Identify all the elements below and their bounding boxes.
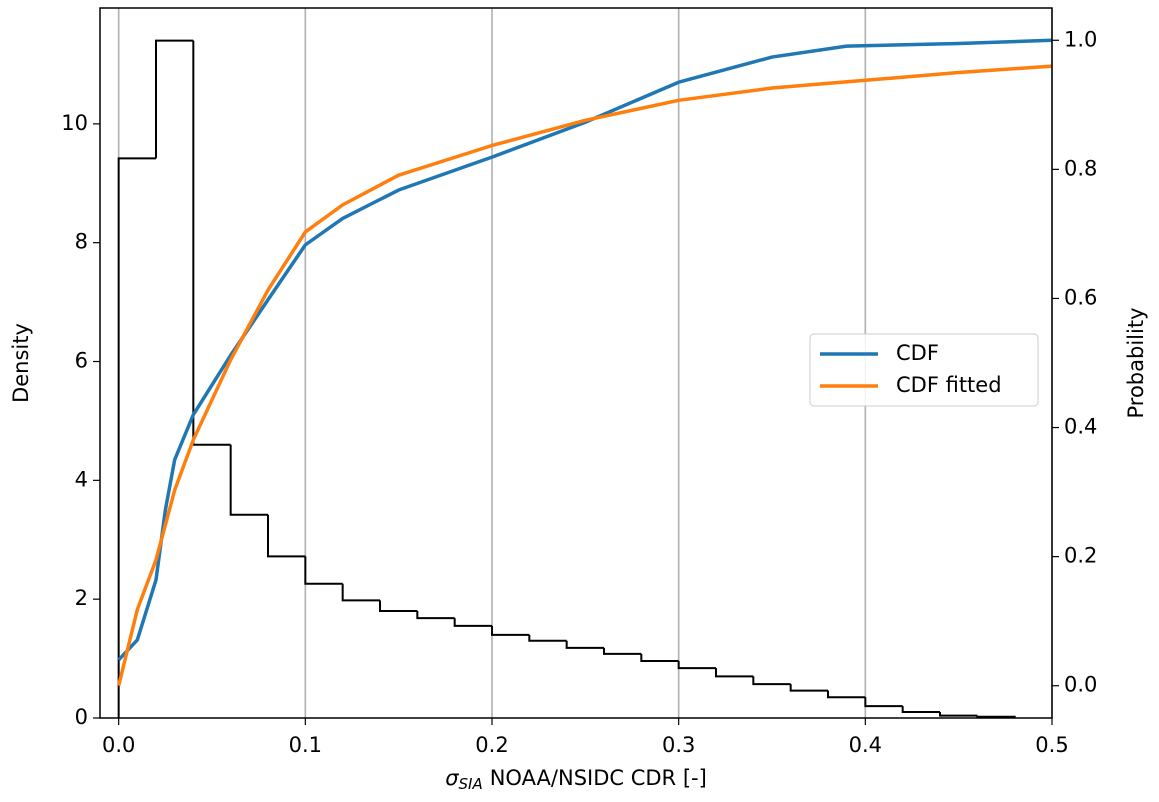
histogram-bin (603, 647, 642, 655)
x-tick-label: 0.5 (1035, 733, 1068, 757)
histogram-bin (491, 625, 530, 636)
y-tick-label: 6 (75, 349, 88, 373)
x-label-symbol: σ (445, 766, 459, 790)
histogram-bin (155, 39, 194, 159)
histogram-bin (453, 618, 492, 627)
histogram-bin (677, 660, 716, 670)
x-label-subscript: SIA (459, 775, 483, 793)
x-tick-label: 0.2 (475, 733, 508, 757)
x-tick-label: 0.1 (289, 733, 322, 757)
y-tick-label: 10 (61, 111, 88, 135)
histogram-bin (341, 583, 380, 602)
x-tick-label: 0.4 (849, 733, 882, 757)
y-tick-label: 8 (75, 230, 88, 254)
y-tick-label: 0 (75, 705, 88, 729)
y2-tick-label: 0.6 (1064, 285, 1097, 309)
histogram-bin (267, 514, 306, 558)
y2-tick-label: 0.8 (1064, 156, 1097, 180)
histogram-bin (640, 653, 679, 662)
legend-box (809, 333, 1039, 407)
histogram-bin (304, 556, 343, 585)
x-tick-label: 0.3 (662, 733, 695, 757)
histogram-bin (827, 690, 866, 699)
y-axis-label: Density (9, 323, 33, 403)
y2-tick-label: 0.4 (1064, 415, 1097, 439)
histogram-bin (789, 684, 828, 692)
plot-frame (99, 7, 1053, 719)
x-axis-label: σSIA NOAA/NSIDC CDR [-] (445, 766, 707, 793)
x-label-text: NOAA/NSIDC CDR [-] (490, 766, 707, 790)
cdf-line (116, 64, 1053, 687)
histogram-bin (229, 444, 268, 516)
histogram-bin (528, 634, 567, 642)
histogram-bin (715, 668, 754, 678)
histogram-bin (864, 697, 903, 708)
histogram-bin (379, 600, 418, 613)
y-tick-label: 2 (75, 586, 88, 610)
cdf-line (117, 38, 1053, 662)
histogram-bin (416, 611, 455, 620)
y2-tick-label: 0.0 (1064, 673, 1097, 697)
y2-tick-label: 0.2 (1064, 544, 1097, 568)
histogram-bin (901, 706, 940, 714)
histogram-bin (117, 157, 156, 718)
legend-label: CDF (896, 341, 939, 365)
legend-label: CDF fitted (896, 373, 1002, 397)
histogram-bin (752, 676, 791, 686)
histogram-bin (939, 712, 978, 717)
histogram-bin (565, 640, 604, 649)
x-tick-label: 0.0 (102, 733, 135, 757)
y2-tick-label: 1.0 (1064, 27, 1097, 51)
y-tick-label: 4 (75, 467, 88, 491)
y2-axis-label: Probability (1124, 307, 1148, 418)
